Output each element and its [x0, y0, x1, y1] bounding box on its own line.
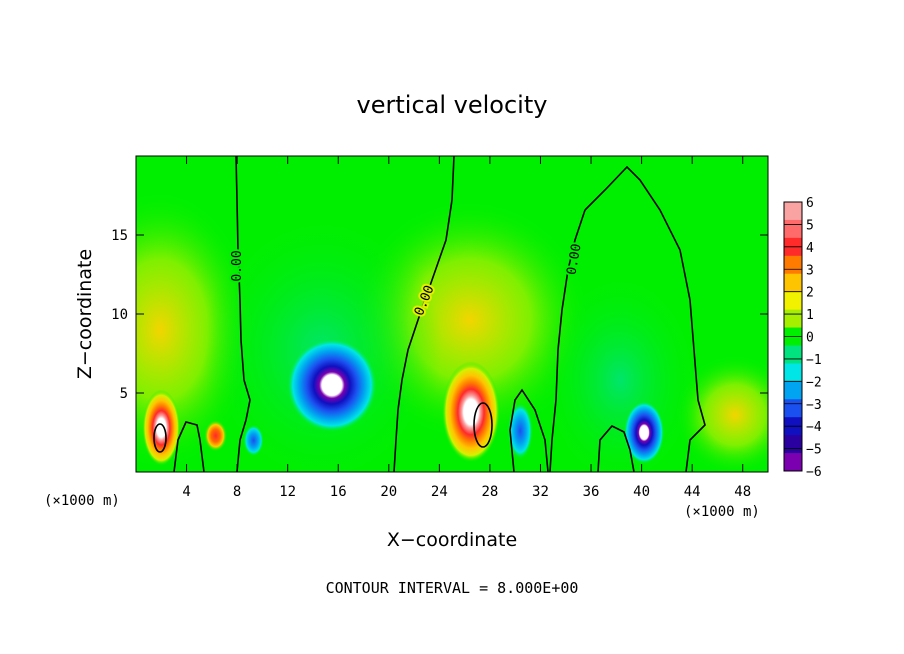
- colorbar-swatch: [784, 345, 802, 364]
- x-tick-label: 4: [182, 484, 190, 500]
- downdraft: [623, 400, 665, 465]
- updraft: [441, 361, 501, 463]
- colorbar-label: 4: [806, 241, 814, 256]
- zero-contours: [153, 156, 706, 472]
- colorbar-swatch: [784, 202, 802, 221]
- colorbar-label: −3: [806, 398, 822, 413]
- contour-line: [509, 388, 549, 472]
- colorbar-swatch: [784, 219, 802, 239]
- y-axis: 5 10 15: [111, 228, 768, 402]
- colorbar-label: −5: [806, 443, 822, 458]
- contour-line: [235, 156, 251, 472]
- contour-interval-note: CONTOUR INTERVAL = 8.000E+00: [326, 579, 579, 597]
- downdraft: [286, 337, 378, 433]
- contour-line: [597, 425, 635, 472]
- colorbar-label: 5: [806, 218, 814, 233]
- colorbar-label: 2: [806, 286, 814, 301]
- y-tick-label: 15: [111, 228, 128, 244]
- background-cool-region: [540, 270, 700, 472]
- y-tick-label: 10: [111, 307, 128, 323]
- x-unit-label-right: (×1000 m): [684, 504, 760, 520]
- colorbar-label: 0: [806, 331, 814, 346]
- colorbar-label: −4: [806, 420, 822, 435]
- x-tick-label: 40: [633, 484, 650, 500]
- x-tick-label: 28: [481, 484, 498, 500]
- colorbar-swatch: [784, 363, 802, 382]
- colorbar: 6 5 4 3 2 1 0 −1 −2 −3 −4 −5 −6: [783, 196, 822, 480]
- y-axis-label: Z−coordinate: [74, 249, 96, 379]
- x-tick-label: 32: [532, 484, 549, 500]
- x-tick-label: 12: [279, 484, 296, 500]
- contour-line: [153, 423, 167, 453]
- colorbar-label: −2: [806, 375, 822, 390]
- colorbar-label: −6: [806, 465, 822, 480]
- colorbar-swatch: [784, 309, 802, 329]
- chart-title: vertical velocity: [357, 91, 548, 119]
- x-tick-label: 24: [431, 484, 448, 500]
- x-tick-label: 16: [330, 484, 347, 500]
- velocity-features: [142, 337, 665, 466]
- contour-line: [173, 421, 205, 472]
- colorbar-swatch: [784, 291, 802, 311]
- colorbar-swatch: [784, 399, 802, 418]
- colorbar-swatch: [784, 273, 802, 293]
- colorbar-label: −1: [806, 353, 822, 368]
- downdraft: [507, 402, 533, 460]
- y-tick-label: 5: [120, 386, 128, 402]
- contour-line: [584, 165, 706, 472]
- colorbar-label: 3: [806, 263, 814, 278]
- contour-line: [393, 156, 455, 472]
- colorbar-swatch: [784, 255, 802, 275]
- contour-line: [473, 402, 493, 448]
- x-tick-label: 8: [233, 484, 241, 500]
- colorbar-swatch: [784, 435, 802, 454]
- contour-line: [549, 209, 586, 472]
- colorbar-label: 1: [806, 308, 814, 323]
- downdraft: [243, 424, 264, 457]
- x-unit-label-left: (×1000 m): [44, 493, 120, 509]
- x-tick-label: 20: [380, 484, 397, 500]
- x-axis-label: X−coordinate: [387, 529, 517, 551]
- x-tick-label: 36: [583, 484, 600, 500]
- x-axis: 4 8 12 16 20 24 28 32 36 40 44 48: [182, 156, 751, 500]
- updraft: [142, 389, 181, 466]
- plot-area: 0.00 0.00 0.00: [136, 156, 768, 472]
- x-tick-label: 48: [734, 484, 751, 500]
- colorbar-label: 6: [806, 196, 814, 211]
- contour-label: 0.00: [230, 250, 245, 281]
- x-tick-label: 44: [684, 484, 701, 500]
- colorbar-swatch: [784, 453, 802, 472]
- colorbar-swatch: [784, 381, 802, 400]
- updraft: [204, 419, 228, 452]
